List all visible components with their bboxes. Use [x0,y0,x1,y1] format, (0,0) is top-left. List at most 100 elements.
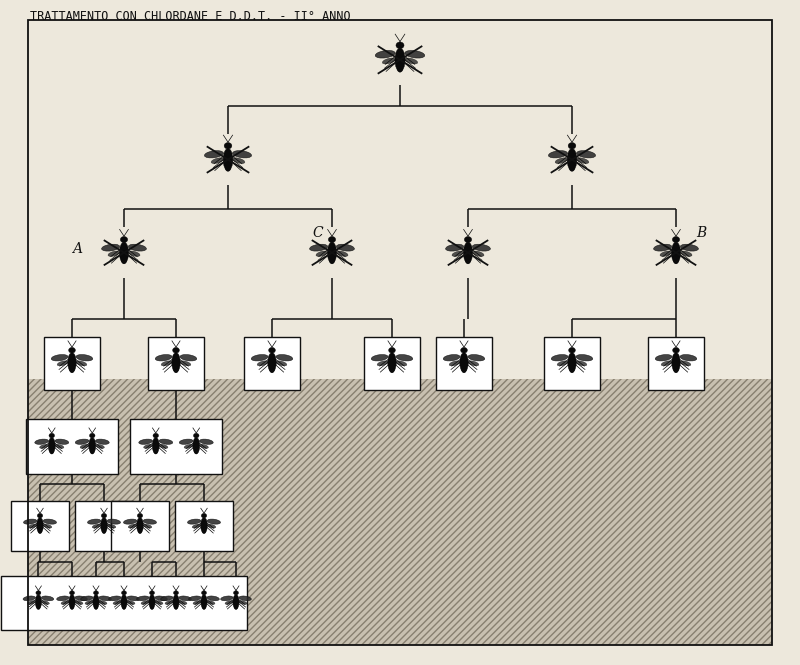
Ellipse shape [122,591,126,595]
Ellipse shape [452,251,463,257]
Ellipse shape [57,596,69,600]
Ellipse shape [95,444,104,448]
Ellipse shape [268,352,276,372]
Ellipse shape [201,517,207,533]
Ellipse shape [144,444,153,448]
Ellipse shape [388,352,396,372]
Ellipse shape [239,600,247,604]
Ellipse shape [137,596,149,600]
Ellipse shape [173,595,179,609]
Bar [130,420,222,474]
Ellipse shape [672,237,680,243]
Ellipse shape [375,51,395,58]
Ellipse shape [569,164,575,172]
Ellipse shape [161,596,173,600]
Ellipse shape [75,596,87,600]
Ellipse shape [75,600,83,604]
Ellipse shape [257,361,268,366]
Ellipse shape [180,354,197,361]
Text: TRATTAMENTO CON CHLORDANE E D.D.T. - II° ANNO: TRATTAMENTO CON CHLORDANE E D.D.T. - II°… [30,10,351,23]
Ellipse shape [150,604,154,610]
Ellipse shape [466,257,470,264]
Ellipse shape [138,513,142,518]
Ellipse shape [137,517,143,533]
Ellipse shape [99,596,111,600]
Bar [244,337,300,390]
Ellipse shape [89,438,96,454]
Ellipse shape [143,519,157,524]
Ellipse shape [155,354,172,361]
Ellipse shape [225,164,231,172]
Ellipse shape [397,65,403,72]
Ellipse shape [128,244,146,251]
Ellipse shape [42,596,54,600]
Ellipse shape [234,591,238,595]
Ellipse shape [107,519,121,524]
Ellipse shape [390,366,394,373]
Ellipse shape [405,58,418,64]
Bar [111,501,169,551]
Ellipse shape [330,257,334,264]
Ellipse shape [87,519,101,524]
Bar [28,20,772,379]
Ellipse shape [174,591,178,595]
Ellipse shape [121,595,127,609]
Ellipse shape [661,361,672,366]
Bar [436,337,492,390]
Ellipse shape [233,595,239,609]
Ellipse shape [101,517,107,533]
Ellipse shape [187,519,201,524]
Ellipse shape [202,604,206,610]
Ellipse shape [76,361,87,366]
Bar [26,420,118,474]
Bar [148,337,204,390]
Ellipse shape [102,244,120,251]
Ellipse shape [202,529,206,533]
Ellipse shape [199,444,208,448]
Ellipse shape [49,434,54,438]
Ellipse shape [577,158,589,164]
Ellipse shape [396,354,413,361]
Ellipse shape [184,444,193,448]
Ellipse shape [269,347,275,353]
Ellipse shape [120,237,128,243]
Ellipse shape [43,519,57,524]
Ellipse shape [138,439,153,444]
Ellipse shape [337,251,348,257]
Ellipse shape [38,529,42,533]
Ellipse shape [462,366,466,373]
Ellipse shape [251,354,268,361]
Ellipse shape [174,604,178,610]
Ellipse shape [673,347,679,353]
Ellipse shape [569,347,575,353]
Ellipse shape [576,354,593,361]
Ellipse shape [549,151,567,158]
Ellipse shape [138,529,142,533]
Bar [28,379,772,645]
Ellipse shape [48,438,55,454]
Ellipse shape [55,444,64,448]
Ellipse shape [327,242,337,263]
Ellipse shape [174,366,178,373]
Ellipse shape [449,361,460,366]
Ellipse shape [567,148,577,171]
Ellipse shape [159,439,173,444]
Ellipse shape [389,347,395,353]
Ellipse shape [127,600,135,604]
Ellipse shape [205,151,223,158]
Ellipse shape [460,352,468,372]
Ellipse shape [468,361,479,366]
Ellipse shape [38,513,42,518]
Ellipse shape [405,51,425,58]
Ellipse shape [27,600,35,604]
Ellipse shape [555,158,567,164]
Ellipse shape [179,439,193,444]
Ellipse shape [377,361,388,366]
Ellipse shape [51,354,68,361]
Ellipse shape [69,595,75,609]
Ellipse shape [446,244,464,251]
Ellipse shape [680,361,691,366]
Ellipse shape [90,434,95,438]
Ellipse shape [672,352,680,372]
Ellipse shape [463,242,473,263]
